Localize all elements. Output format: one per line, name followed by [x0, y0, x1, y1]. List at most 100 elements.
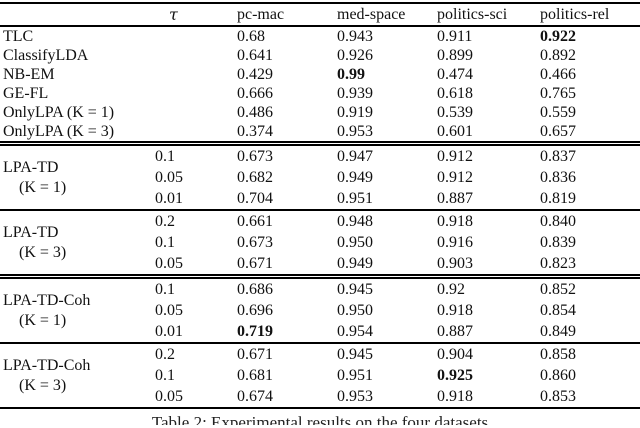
tau-value-cell — [152, 46, 230, 65]
score-cell-politics-sci: 0.92 — [437, 280, 465, 298]
score-cell-pc-mac: 0.374 — [237, 122, 273, 140]
method-k-setting: (K = 1) — [19, 178, 67, 196]
table-row: OnlyLPA (K = 1) 0.486 0.919 0.539 0.559 — [0, 103, 640, 122]
score-cell-med-space: 0.951 — [337, 366, 373, 384]
score-cell-med-space: 0.926 — [337, 46, 373, 64]
score-cell-politics-rel: 0.657 — [540, 122, 576, 140]
score-cell-politics-sci: 0.618 — [437, 84, 473, 102]
method-name: LPA-TD-Coh — [3, 356, 91, 374]
tau-value-cell: 0.05 — [155, 301, 183, 319]
dataset-column-header-politics-rel: politics-rel — [533, 3, 640, 27]
score-cell-politics-rel: 0.840 — [540, 212, 576, 230]
score-cell-pc-mac: 0.674 — [237, 387, 273, 405]
score-cell-politics-sci: 0.474 — [437, 65, 473, 83]
table-row: TLC 0.68 0.943 0.911 0.922 — [0, 26, 640, 46]
score-cell-med-space: 0.948 — [337, 212, 373, 230]
score-cell-pc-mac: 0.673 — [237, 233, 273, 251]
method-name: LPA-TD — [3, 158, 59, 176]
score-cell-politics-sci: 0.904 — [437, 345, 473, 363]
tau-value-cell: 0.1 — [155, 147, 175, 165]
score-cell-pc-mac: 0.68 — [237, 27, 265, 45]
table-row: LPA-TD (K = 1) 0.1 0.673 0.947 0.912 0.837 — [0, 144, 640, 196]
score-cell-politics-rel: 0.852 — [540, 280, 576, 298]
table-row: 0.05 0.674 0.953 0.918 0.853 — [0, 386, 640, 408]
score-cell-politics-rel: 0.854 — [540, 301, 576, 319]
table-section-baselines: TLC 0.68 0.943 0.911 0.922 ClassifyLDA 0.641 0.… — [0, 26, 640, 144]
table-row: NB-EM 0.429 0.99 0.474 0.466 — [0, 65, 640, 84]
score-cell-politics-sci: 0.601 — [437, 122, 473, 140]
table-row: LPA-TD-Coh (K = 3) 0.2 0.671 0.945 0.904 0.858 — [0, 343, 640, 394]
score-cell-politics-rel: 0.839 — [540, 233, 576, 251]
table-section-lpa-td-coh-k1: LPA-TD-Coh (K = 1) 0.1 0.686 0.945 0.92 0.852 0… — [0, 276, 640, 344]
tau-value-cell — [152, 65, 230, 84]
tau-column-header: τ — [152, 3, 230, 27]
score-cell-politics-sci: 0.912 — [437, 147, 473, 165]
table-row: GE-FL 0.666 0.939 0.618 0.765 — [0, 84, 640, 103]
score-cell-med-space: 0.945 — [337, 345, 373, 363]
table-header-row: τ pc-mac med-space politics-sci politics… — [0, 3, 640, 27]
method-name-cell: NB-EM — [3, 65, 55, 83]
score-cell-med-space: 0.949 — [337, 254, 373, 272]
score-cell-politics-sci: 0.539 — [437, 103, 473, 121]
score-cell-pc-mac: 0.673 — [237, 147, 273, 165]
dataset-column-header-med-space: med-space — [330, 3, 430, 27]
table-row: LPA-TD (K = 3) 0.2 0.661 0.948 0.918 0.840 — [0, 210, 640, 261]
dataset-column-header-politics-sci: politics-sci — [430, 3, 533, 27]
score-cell-med-space: 0.919 — [337, 103, 373, 121]
table-row: 0.1 0.673 0.950 0.916 0.839 — [0, 232, 640, 253]
score-cell-politics-sci: 0.887 — [437, 322, 473, 340]
score-cell-politics-sci: 0.918 — [437, 387, 473, 405]
score-cell-politics-sci: 0.887 — [437, 189, 473, 207]
score-cell-politics-rel: 0.819 — [540, 189, 576, 207]
tau-value-cell: 0.1 — [155, 366, 175, 384]
score-cell-pc-mac: 0.704 — [237, 189, 273, 207]
method-group-label: LPA-TD (K = 1) — [0, 144, 152, 211]
score-cell-med-space: 0.947 — [337, 147, 373, 165]
method-name-cell: OnlyLPA (K = 3) — [3, 122, 115, 140]
score-cell-politics-rel: 0.922 — [540, 27, 576, 45]
score-cell-politics-sci: 0.918 — [437, 301, 473, 319]
score-cell-med-space: 0.949 — [337, 168, 373, 186]
score-cell-politics-rel: 0.836 — [540, 168, 576, 186]
tau-value-cell: 0.01 — [155, 322, 183, 340]
score-cell-politics-rel: 0.559 — [540, 103, 576, 121]
score-cell-politics-sci: 0.903 — [437, 254, 473, 272]
method-name: LPA-TD-Coh — [3, 291, 91, 309]
score-cell-pc-mac: 0.661 — [237, 212, 273, 230]
table-section-lpa-td-k1: LPA-TD (K = 1) 0.1 0.673 0.947 0.912 0.837 0.05… — [0, 143, 640, 211]
score-cell-pc-mac: 0.719 — [237, 322, 273, 340]
score-cell-politics-rel: 0.765 — [540, 84, 576, 102]
score-cell-politics-rel: 0.853 — [540, 387, 576, 405]
score-cell-med-space: 0.950 — [337, 233, 373, 251]
table-caption: Table 2: Experimental results on the fou… — [151, 414, 489, 425]
method-group-label: LPA-TD-Coh (K = 3) — [0, 343, 152, 408]
score-cell-pc-mac: 0.696 — [237, 301, 273, 319]
score-cell-politics-rel: 0.860 — [540, 366, 576, 384]
method-column-header — [0, 3, 152, 27]
table-row: 0.01 0.704 0.951 0.887 0.819 — [0, 188, 640, 210]
method-k-setting: (K = 1) — [19, 311, 67, 329]
table-row: LPA-TD-Coh (K = 1) 0.1 0.686 0.945 0.92 0.852 — [0, 277, 640, 329]
score-cell-med-space: 0.943 — [337, 27, 373, 45]
table-row: 0.05 0.696 0.950 0.918 0.854 — [0, 300, 640, 321]
method-name-cell: GE-FL — [3, 84, 49, 102]
tau-value-cell — [152, 103, 230, 122]
score-cell-pc-mac: 0.671 — [237, 254, 273, 272]
tau-value-cell — [152, 122, 230, 144]
table-row: 0.05 0.682 0.949 0.912 0.836 — [0, 167, 640, 188]
score-cell-med-space: 0.939 — [337, 84, 373, 102]
method-name-cell: ClassifyLDA — [3, 46, 89, 64]
tau-value-cell: 0.2 — [155, 345, 175, 363]
method-name-cell: OnlyLPA (K = 1) — [3, 103, 115, 121]
score-cell-politics-sci: 0.911 — [437, 27, 473, 45]
tau-value-cell — [152, 84, 230, 103]
table-section-lpa-td-coh-k3: LPA-TD-Coh (K = 3) 0.2 0.671 0.945 0.904 0.858… — [0, 343, 640, 408]
score-cell-med-space: 0.945 — [337, 280, 373, 298]
method-group-label: LPA-TD-Coh (K = 1) — [0, 277, 152, 344]
tau-value-cell: 0.05 — [155, 254, 183, 272]
table-row: OnlyLPA (K = 3) 0.374 0.953 0.601 0.657 — [0, 122, 640, 144]
method-name-cell: TLC — [3, 27, 34, 45]
score-cell-med-space: 0.954 — [337, 322, 373, 340]
method-k-setting: (K = 3) — [19, 243, 67, 261]
